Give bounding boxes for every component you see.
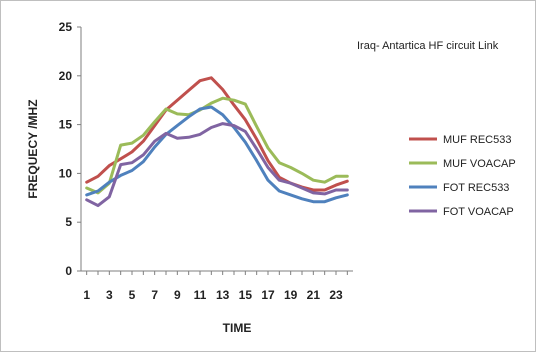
x-tick-label: 1 xyxy=(83,288,90,302)
y-tick-label: 15 xyxy=(59,118,73,132)
x-tick-label: 17 xyxy=(261,288,275,302)
x-tick-label: 3 xyxy=(106,288,113,302)
y-tick-label: 0 xyxy=(65,264,72,278)
series-line-3 xyxy=(85,105,349,204)
y-tick-label: 5 xyxy=(65,215,72,229)
legend-label: MUF REC533 xyxy=(443,134,511,146)
x-tick-label: 7 xyxy=(151,288,158,302)
series-line-2 xyxy=(85,96,349,195)
x-tick-label: 21 xyxy=(307,288,321,302)
series-lines xyxy=(85,76,349,208)
x-tick-label: 5 xyxy=(129,288,136,302)
x-tick-label: 13 xyxy=(216,288,230,302)
y-tick-label: 25 xyxy=(59,20,73,34)
y-tick-label: 20 xyxy=(59,69,73,83)
x-tick-label: 15 xyxy=(239,288,253,302)
x-tick-label: 19 xyxy=(284,288,298,302)
x-axis-title: TIME xyxy=(223,321,252,335)
chart-title: Iraq- Antartica HF circuit Link xyxy=(357,40,499,52)
y-tick-labels: 0 5 10 15 20 25 xyxy=(59,20,81,278)
legend: MUF REC533 MUF VOACAP FOT REC533 FOT VOACAP xyxy=(409,134,516,218)
axes xyxy=(80,27,353,272)
series-line-4 xyxy=(85,122,349,208)
x-tick-labels: 1 3 5 7 9 11 13 15 17 19 21 23 xyxy=(83,271,348,302)
y-tick-label: 10 xyxy=(59,166,73,180)
legend-label: FOT REC533 xyxy=(443,182,509,194)
legend-label: FOT VOACAP xyxy=(443,206,514,218)
legend-label: MUF VOACAP xyxy=(443,158,516,170)
x-tick-label: 23 xyxy=(329,288,343,302)
x-tick-label: 11 xyxy=(194,288,207,302)
y-axis-title: FREQUECY /MHZ xyxy=(26,99,40,198)
x-tick-label: 9 xyxy=(174,288,181,302)
